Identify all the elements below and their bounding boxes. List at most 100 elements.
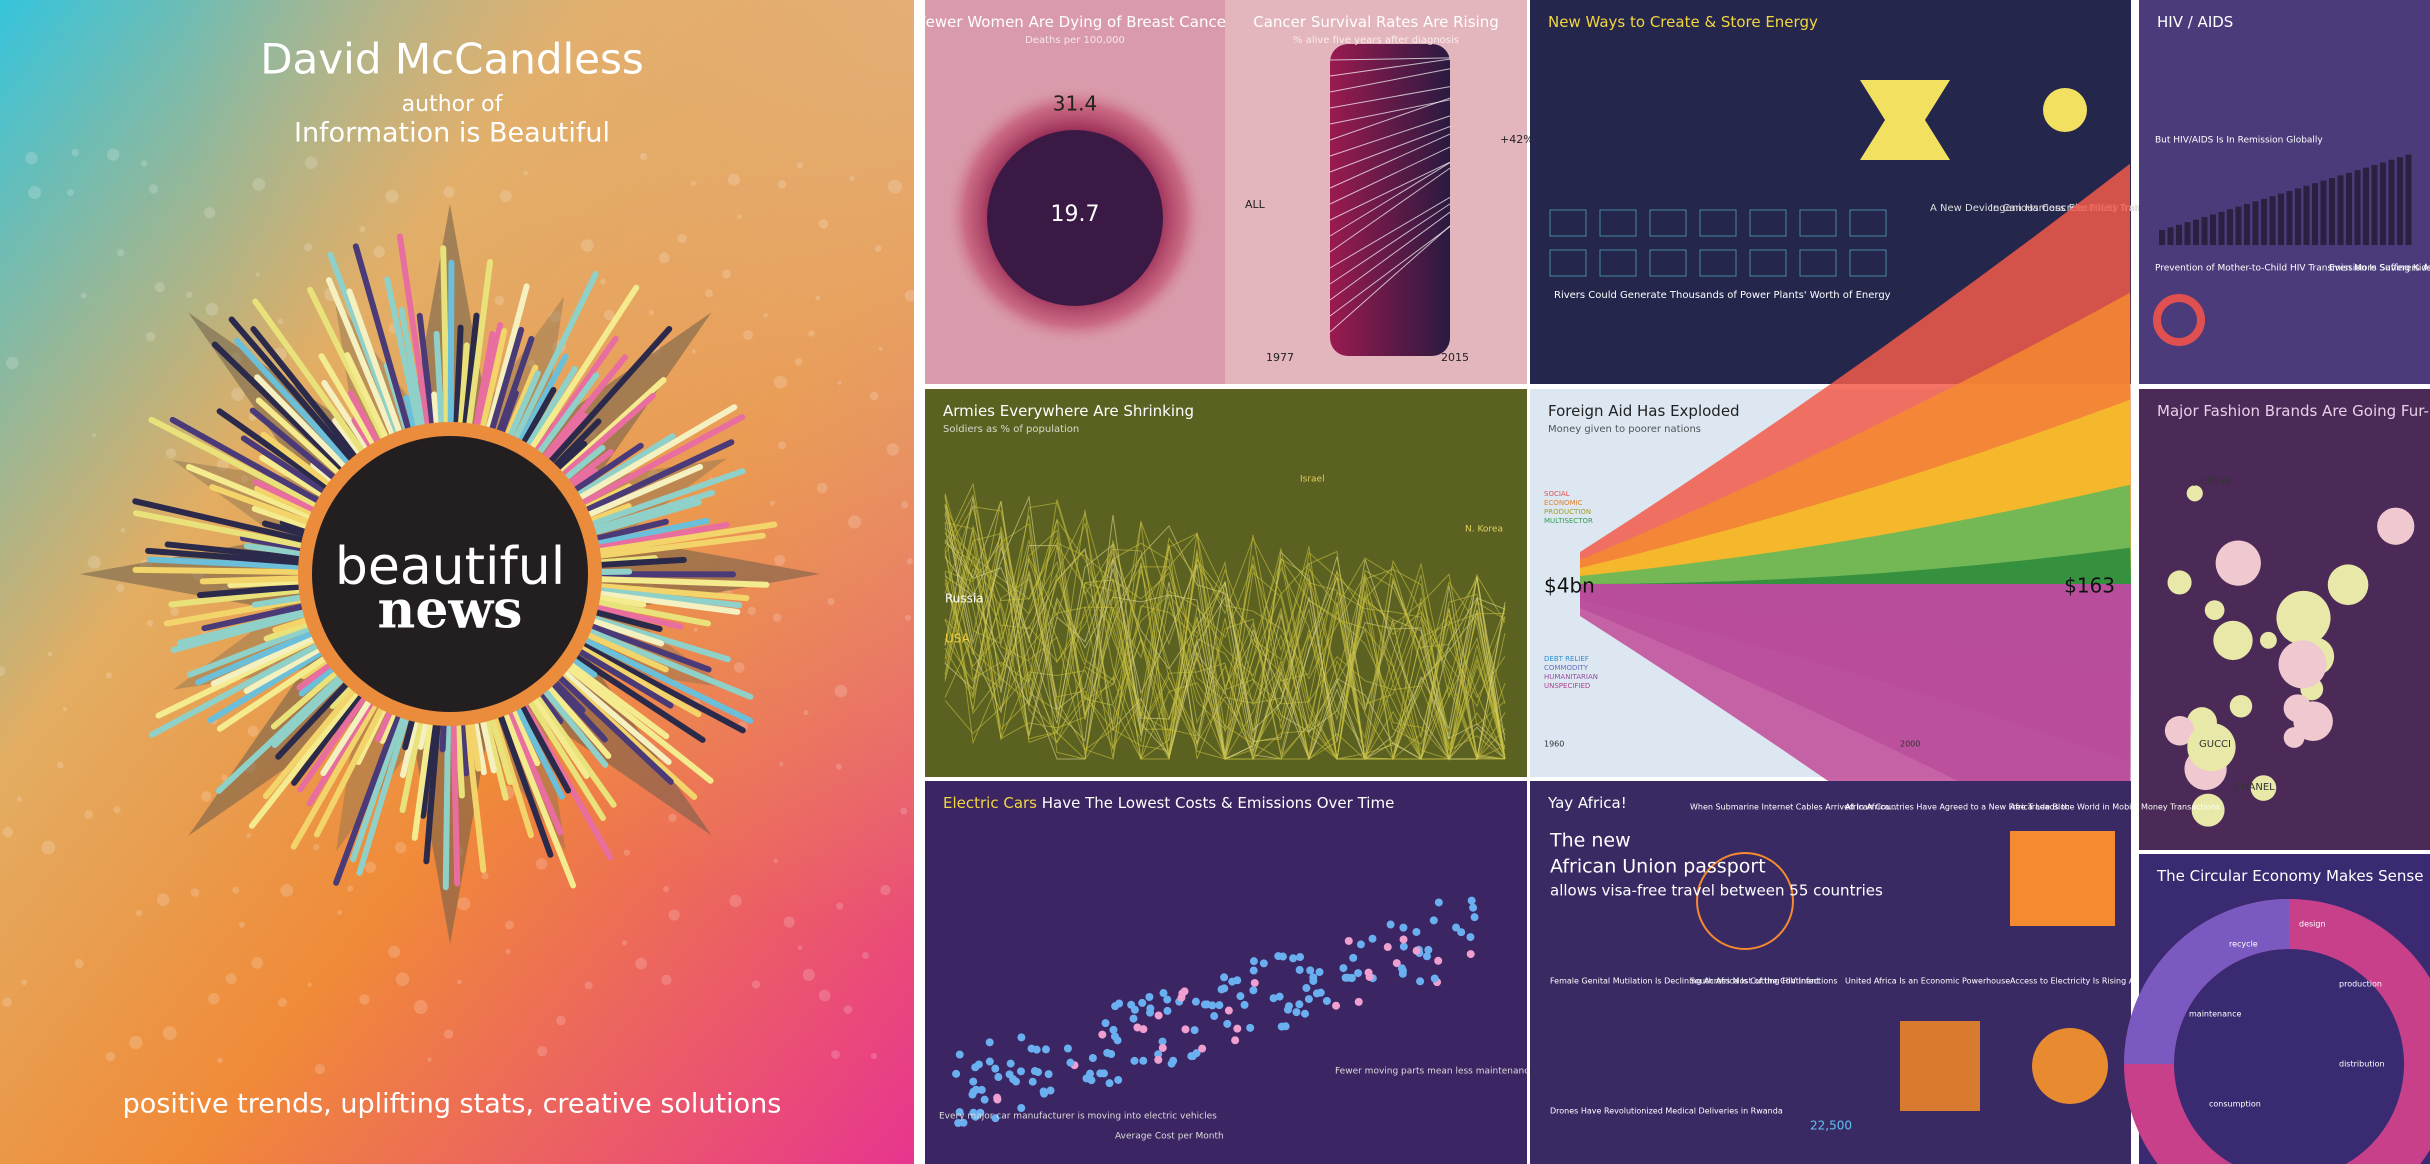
ray bbox=[254, 485, 316, 517]
dot bbox=[205, 302, 219, 316]
dot bbox=[743, 330, 753, 340]
ray bbox=[196, 583, 304, 599]
line bbox=[944, 504, 1506, 760]
icon-box bbox=[1699, 249, 1737, 277]
point bbox=[1145, 993, 1154, 1002]
dot bbox=[621, 940, 628, 946]
dot bbox=[231, 387, 245, 401]
panel-title: Electric Cars Have The Lowest Costs & Em… bbox=[943, 794, 1394, 812]
bar bbox=[2176, 224, 2182, 245]
ray bbox=[595, 521, 778, 555]
point bbox=[1190, 1026, 1199, 1035]
point bbox=[1138, 998, 1147, 1007]
dot bbox=[668, 813, 677, 822]
dot bbox=[135, 909, 143, 917]
dot bbox=[364, 861, 377, 874]
point bbox=[1399, 942, 1408, 951]
dot bbox=[116, 583, 125, 592]
bar bbox=[2227, 209, 2233, 245]
ray bbox=[321, 379, 371, 452]
ray bbox=[442, 720, 451, 891]
brand bbox=[2167, 570, 2192, 595]
ray bbox=[398, 306, 426, 430]
dot bbox=[241, 475, 249, 483]
point bbox=[1309, 976, 1318, 985]
ray bbox=[592, 518, 669, 542]
dot bbox=[2, 827, 14, 838]
point bbox=[1278, 952, 1287, 961]
dot bbox=[251, 957, 264, 969]
ray bbox=[347, 390, 381, 446]
bar bbox=[2218, 211, 2225, 245]
dot bbox=[91, 433, 97, 438]
label: Average Cost per Month bbox=[1115, 1132, 1224, 1142]
point bbox=[1469, 903, 1478, 912]
slope bbox=[1329, 126, 1451, 173]
dot bbox=[773, 858, 778, 864]
point bbox=[1452, 923, 1461, 932]
dot bbox=[663, 885, 670, 893]
point bbox=[1332, 1001, 1341, 1010]
ray bbox=[168, 587, 304, 608]
dot bbox=[0, 666, 6, 677]
ray bbox=[251, 505, 311, 530]
icon-box bbox=[1649, 249, 1687, 277]
point bbox=[1312, 989, 1321, 998]
ray bbox=[344, 352, 390, 442]
point bbox=[1130, 1056, 1139, 1065]
panel-title: Foreign Aid Has Exploded bbox=[1548, 402, 1740, 420]
panel-subtitle: Deaths per 100,000 bbox=[1025, 35, 1125, 46]
label: SOCIAL bbox=[1544, 490, 1570, 498]
dot bbox=[603, 309, 615, 321]
ray bbox=[507, 370, 541, 440]
dot bbox=[818, 219, 829, 229]
dot bbox=[21, 979, 28, 986]
ray bbox=[582, 439, 735, 514]
point bbox=[1466, 933, 1475, 942]
label: Russia bbox=[945, 592, 984, 606]
slope bbox=[1329, 162, 1451, 237]
ray bbox=[375, 708, 394, 743]
dot bbox=[536, 1046, 548, 1057]
ray bbox=[498, 390, 519, 437]
point bbox=[1101, 1019, 1110, 1028]
dot bbox=[74, 959, 84, 969]
ray bbox=[306, 698, 375, 807]
point bbox=[1098, 1030, 1107, 1039]
panel: Major Fashion Brands Are Going Fur-Free J… bbox=[2139, 389, 2430, 850]
dot bbox=[549, 310, 561, 323]
dot bbox=[733, 662, 745, 673]
label: A New Device Can Harness Electricity fro… bbox=[1930, 203, 2198, 214]
point bbox=[1368, 934, 1377, 943]
slope bbox=[1329, 196, 1451, 269]
point bbox=[1154, 1050, 1163, 1059]
ray bbox=[356, 714, 410, 876]
label: 22,500 bbox=[1810, 1119, 1852, 1133]
bar bbox=[2303, 185, 2310, 245]
icon-box bbox=[1549, 249, 1587, 277]
dot bbox=[186, 291, 193, 298]
bar bbox=[2278, 193, 2284, 245]
panel: HIV / AIDS But HIV/AIDS Is In Remission G… bbox=[2139, 0, 2430, 384]
ray bbox=[185, 464, 315, 521]
ray bbox=[307, 286, 387, 443]
ray bbox=[210, 634, 317, 687]
dot bbox=[41, 840, 56, 855]
point bbox=[1146, 1008, 1155, 1017]
dot bbox=[394, 841, 407, 854]
point bbox=[1392, 959, 1401, 968]
dot bbox=[457, 897, 471, 911]
label: Even More Sufferers Are Being Treated bbox=[2329, 264, 2430, 274]
ray bbox=[271, 675, 346, 749]
dot bbox=[635, 957, 647, 970]
dot bbox=[796, 162, 803, 169]
point bbox=[1424, 945, 1433, 954]
grid bbox=[1900, 1021, 1980, 1111]
dot bbox=[481, 872, 489, 880]
title-text: Yay Africa! bbox=[1547, 794, 1627, 812]
label: N. Korea bbox=[1465, 525, 1503, 535]
dot bbox=[797, 945, 803, 950]
ray bbox=[564, 664, 714, 784]
ray bbox=[459, 720, 470, 777]
label: DEBT RELIEF bbox=[1544, 655, 1589, 663]
